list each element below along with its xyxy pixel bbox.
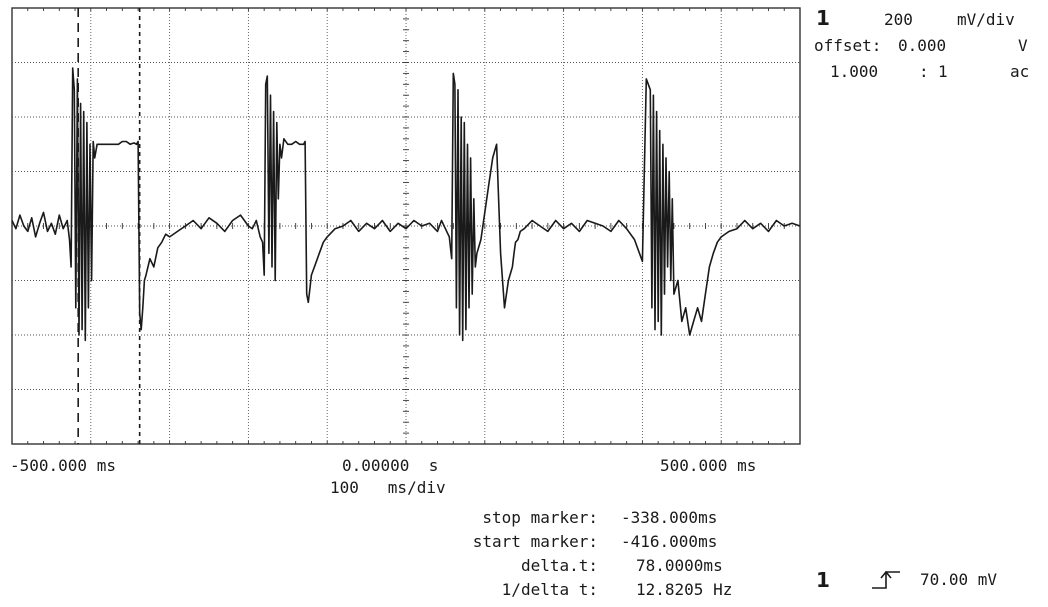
rising-edge-trigger-icon [872, 570, 900, 589]
inverse-delta-t-value: 12.8205 Hz [636, 580, 733, 599]
start-marker-label: start marker: [472, 532, 598, 551]
channel-number: 1 [816, 6, 830, 30]
trigger-level: 70.00 mV [920, 570, 998, 589]
probe-ratio-to: 1 [938, 62, 948, 81]
offset-label: offset: [814, 36, 882, 55]
timebase-per-div: 100 ms/div [330, 478, 446, 497]
stop-marker-value: -338.000ms [621, 508, 718, 527]
timebase-center-label: 0.00000 s [342, 456, 439, 475]
probe-separator: : [919, 62, 929, 81]
signal-trace [11, 67, 801, 342]
timebase-left-label: -500.000 ms [10, 456, 116, 475]
offset-value: 0.000 [898, 36, 947, 55]
channel-scale-unit: mV/div [957, 10, 1015, 29]
channel-scale: 200 [884, 10, 913, 29]
start-marker-value: -416.000ms [621, 532, 718, 551]
coupling-mode: ac [1010, 62, 1030, 81]
timebase-right-label: 500.000 ms [660, 456, 757, 475]
inverse-delta-t-label: 1/delta t: [501, 580, 598, 599]
graticule [11, 7, 801, 445]
trigger-channel: 1 [816, 568, 830, 592]
delta-t-label: delta.t: [520, 556, 598, 575]
probe-ratio: 1.000 [830, 62, 879, 81]
delta-t-value: 78.0000ms [636, 556, 723, 575]
stop-marker-label: stop marker: [482, 508, 598, 527]
offset-unit: V [1018, 36, 1028, 55]
